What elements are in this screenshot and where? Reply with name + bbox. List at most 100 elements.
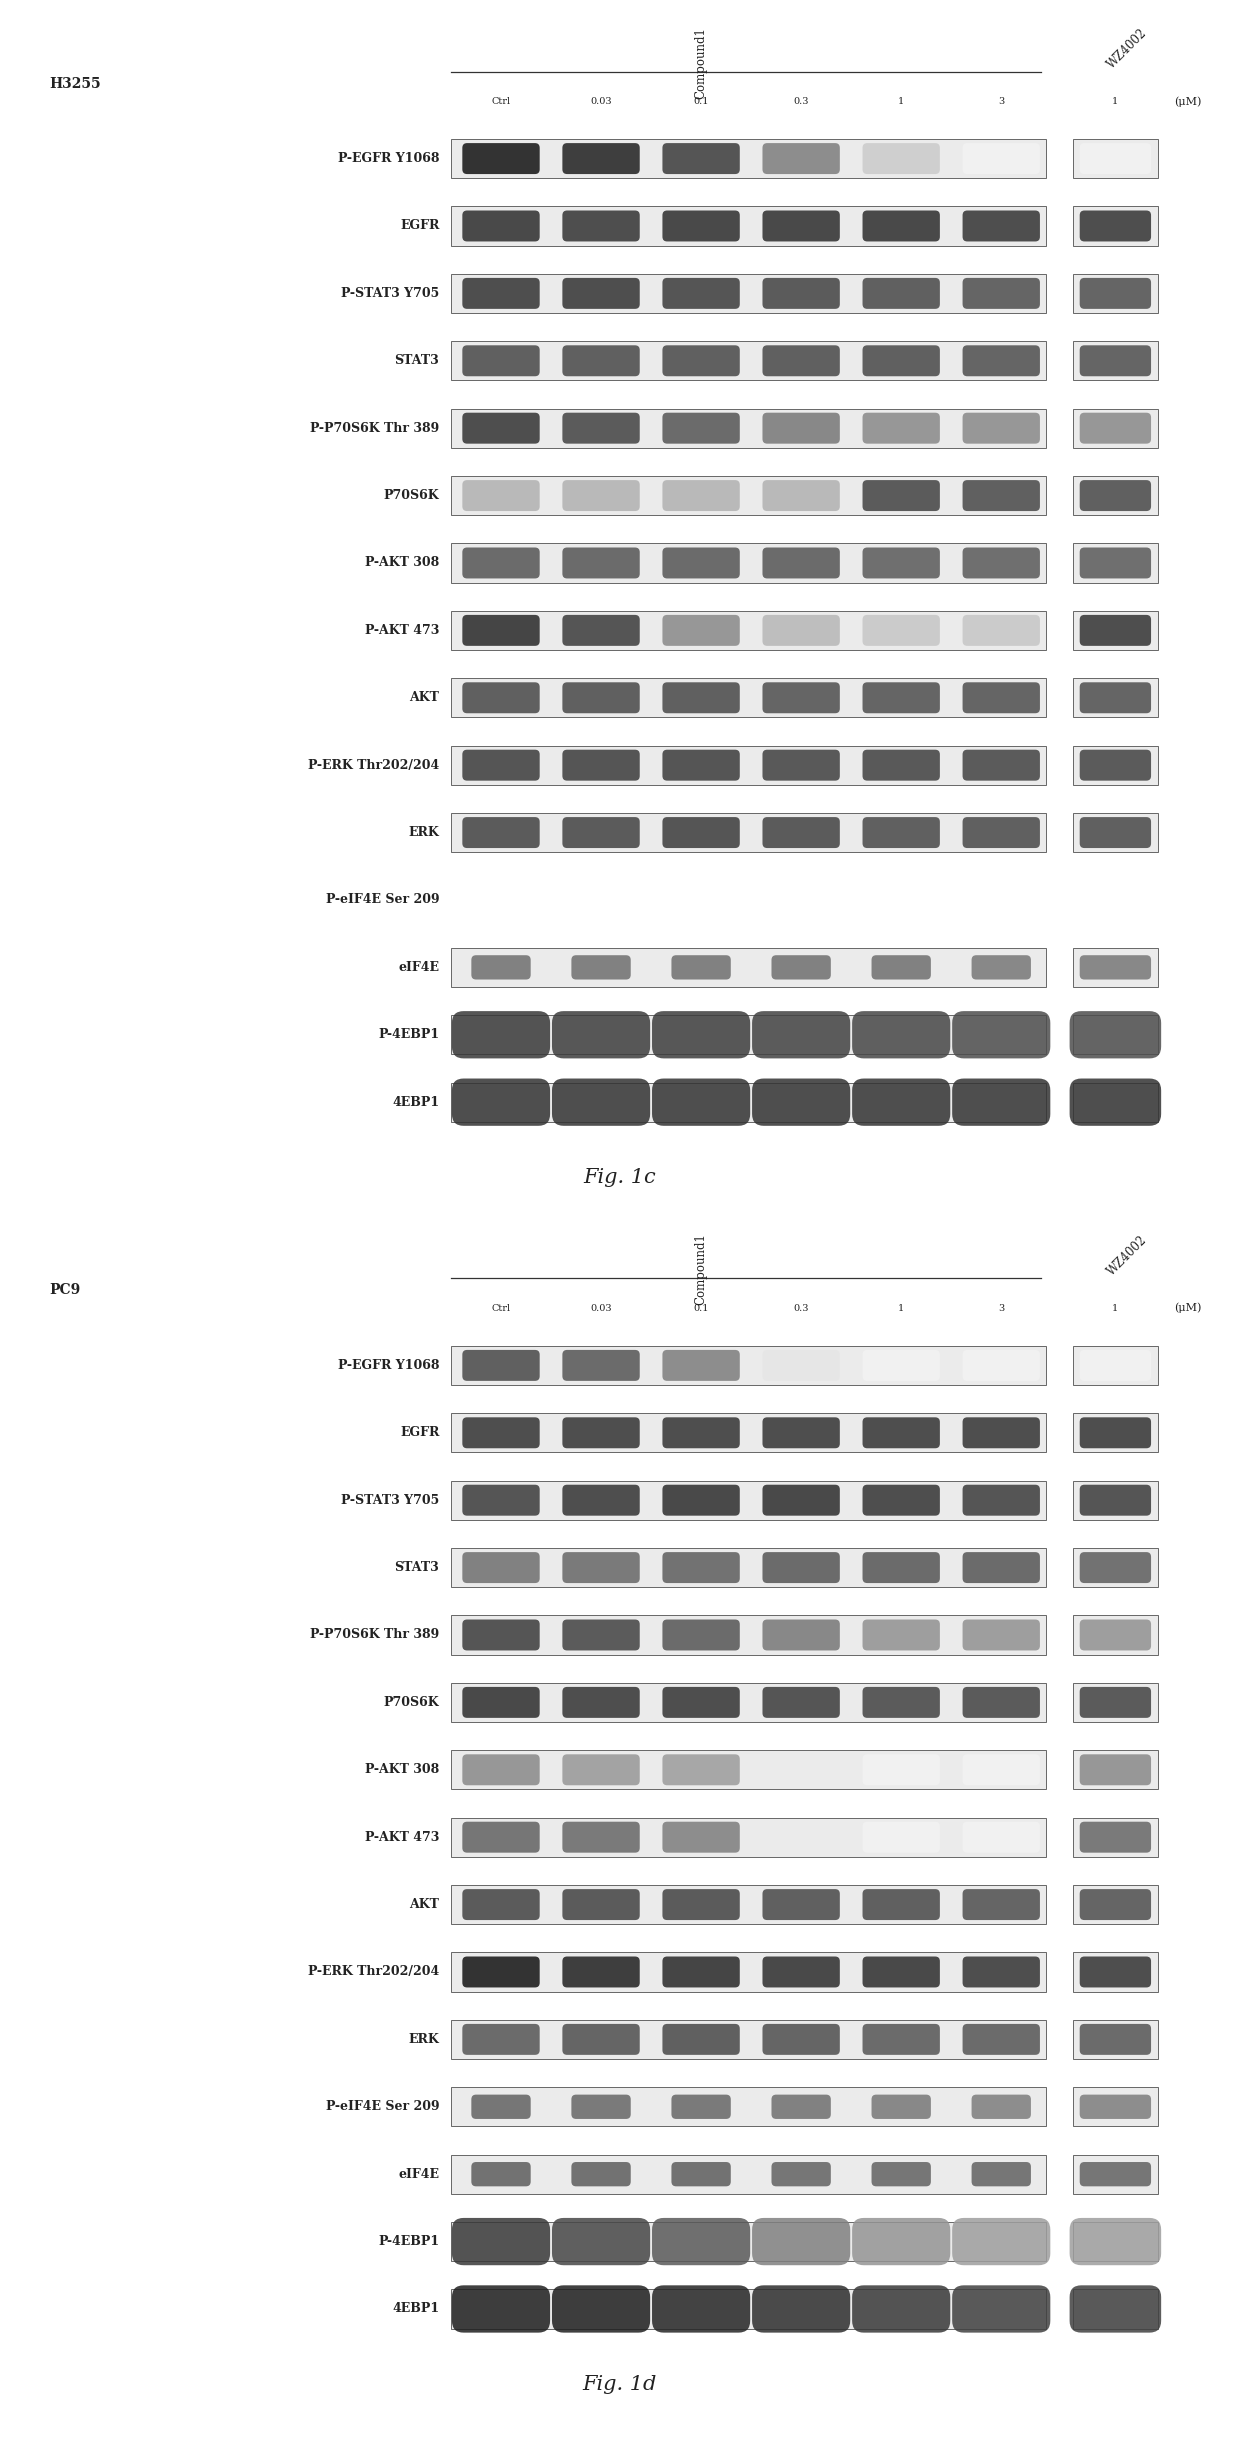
- Text: 0.1: 0.1: [693, 1304, 709, 1312]
- FancyBboxPatch shape: [1080, 1351, 1151, 1380]
- FancyBboxPatch shape: [1080, 817, 1151, 848]
- Bar: [451, 273, 1047, 312]
- Bar: [1073, 2221, 1158, 2260]
- Bar: [451, 2087, 1047, 2126]
- Text: (μM): (μM): [1174, 95, 1202, 107]
- FancyBboxPatch shape: [952, 1078, 1050, 1126]
- FancyBboxPatch shape: [952, 2284, 1050, 2333]
- FancyBboxPatch shape: [463, 751, 539, 780]
- FancyBboxPatch shape: [763, 751, 839, 780]
- FancyBboxPatch shape: [652, 2284, 750, 2333]
- Bar: [1073, 139, 1158, 178]
- Bar: [451, 1682, 1047, 1721]
- FancyBboxPatch shape: [563, 549, 640, 578]
- FancyBboxPatch shape: [952, 2219, 1050, 2265]
- Bar: [1073, 2087, 1158, 2126]
- FancyBboxPatch shape: [1080, 346, 1151, 375]
- FancyBboxPatch shape: [863, 817, 940, 848]
- Text: (μM): (μM): [1174, 1302, 1202, 1314]
- FancyBboxPatch shape: [451, 1012, 551, 1058]
- FancyBboxPatch shape: [463, 480, 539, 512]
- FancyBboxPatch shape: [1080, 1889, 1151, 1921]
- FancyBboxPatch shape: [863, 1687, 940, 1719]
- FancyBboxPatch shape: [1080, 1687, 1151, 1719]
- FancyBboxPatch shape: [763, 1687, 839, 1719]
- FancyBboxPatch shape: [763, 1619, 839, 1651]
- FancyBboxPatch shape: [753, 1012, 851, 1058]
- Bar: [1073, 1014, 1158, 1053]
- FancyBboxPatch shape: [671, 2094, 730, 2119]
- Bar: [451, 544, 1047, 583]
- Bar: [1073, 1414, 1158, 1453]
- FancyBboxPatch shape: [463, 1351, 539, 1380]
- Bar: [451, 812, 1047, 853]
- FancyBboxPatch shape: [671, 956, 730, 980]
- FancyBboxPatch shape: [852, 1012, 950, 1058]
- FancyBboxPatch shape: [662, 1958, 740, 1987]
- FancyBboxPatch shape: [863, 2024, 940, 2055]
- FancyBboxPatch shape: [1070, 2219, 1161, 2265]
- Text: 1: 1: [1112, 98, 1118, 105]
- FancyBboxPatch shape: [1070, 1078, 1161, 1126]
- FancyBboxPatch shape: [1080, 1485, 1151, 1516]
- FancyBboxPatch shape: [1080, 480, 1151, 512]
- Bar: [451, 948, 1047, 987]
- FancyBboxPatch shape: [962, 1958, 1040, 1987]
- FancyBboxPatch shape: [962, 1821, 1040, 1853]
- FancyBboxPatch shape: [753, 2219, 851, 2265]
- FancyBboxPatch shape: [463, 1687, 539, 1719]
- FancyBboxPatch shape: [763, 614, 839, 646]
- Bar: [451, 1414, 1047, 1453]
- Bar: [1073, 2289, 1158, 2328]
- FancyBboxPatch shape: [463, 614, 539, 646]
- FancyBboxPatch shape: [463, 412, 539, 444]
- FancyBboxPatch shape: [552, 2284, 650, 2333]
- Bar: [1073, 612, 1158, 651]
- FancyBboxPatch shape: [471, 956, 531, 980]
- FancyBboxPatch shape: [763, 346, 839, 375]
- FancyBboxPatch shape: [962, 1351, 1040, 1380]
- FancyBboxPatch shape: [662, 346, 740, 375]
- FancyBboxPatch shape: [1080, 614, 1151, 646]
- Text: P-4EBP1: P-4EBP1: [378, 2236, 439, 2248]
- FancyBboxPatch shape: [962, 1755, 1040, 1785]
- FancyBboxPatch shape: [471, 2094, 531, 2119]
- Text: AKT: AKT: [409, 692, 439, 705]
- Text: P70S6K: P70S6K: [383, 1697, 439, 1709]
- FancyBboxPatch shape: [872, 956, 931, 980]
- FancyBboxPatch shape: [463, 1821, 539, 1853]
- Bar: [451, 139, 1047, 178]
- Text: 1: 1: [898, 98, 904, 105]
- Bar: [1073, 1548, 1158, 1587]
- FancyBboxPatch shape: [463, 144, 539, 173]
- FancyBboxPatch shape: [463, 1889, 539, 1921]
- FancyBboxPatch shape: [763, 278, 839, 310]
- Bar: [451, 1014, 1047, 1053]
- FancyBboxPatch shape: [763, 480, 839, 512]
- Bar: [451, 746, 1047, 785]
- Text: Ctrl: Ctrl: [491, 98, 511, 105]
- FancyBboxPatch shape: [763, 1755, 839, 1785]
- Bar: [451, 2289, 1047, 2328]
- FancyBboxPatch shape: [1080, 278, 1151, 310]
- FancyBboxPatch shape: [962, 817, 1040, 848]
- FancyBboxPatch shape: [852, 2219, 950, 2265]
- FancyBboxPatch shape: [763, 2024, 839, 2055]
- FancyBboxPatch shape: [863, 412, 940, 444]
- Bar: [1073, 273, 1158, 312]
- FancyBboxPatch shape: [463, 2024, 539, 2055]
- FancyBboxPatch shape: [662, 1755, 740, 1785]
- FancyBboxPatch shape: [463, 1958, 539, 1987]
- FancyBboxPatch shape: [563, 1958, 640, 1987]
- Bar: [1073, 1750, 1158, 1789]
- FancyBboxPatch shape: [563, 683, 640, 714]
- FancyBboxPatch shape: [563, 1351, 640, 1380]
- FancyBboxPatch shape: [652, 1012, 750, 1058]
- FancyBboxPatch shape: [753, 2284, 851, 2333]
- FancyBboxPatch shape: [771, 2094, 831, 2119]
- FancyBboxPatch shape: [962, 210, 1040, 241]
- FancyBboxPatch shape: [662, 614, 740, 646]
- FancyBboxPatch shape: [863, 1485, 940, 1516]
- FancyBboxPatch shape: [852, 1078, 950, 1126]
- FancyBboxPatch shape: [662, 1351, 740, 1380]
